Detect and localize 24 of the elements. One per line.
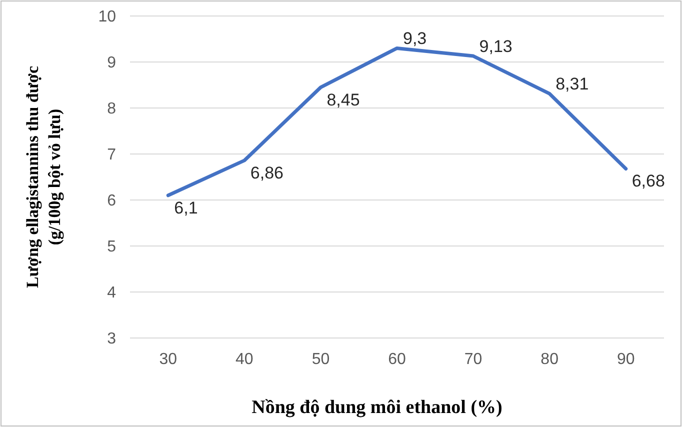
y-tick-label: 9 — [107, 54, 116, 72]
y-tick-label: 10 — [98, 8, 116, 26]
data-label: 6,1 — [174, 198, 198, 218]
y-tick-label: 3 — [107, 330, 116, 348]
y-tick-label: 6 — [107, 192, 116, 210]
x-tick-label: 90 — [616, 351, 635, 368]
data-label: 9,13 — [479, 37, 512, 56]
data-label: 9,3 — [403, 29, 427, 48]
y-tick-label: 8 — [107, 100, 116, 118]
x-axis-title: Nồng độ dung môi ethanol (%) — [252, 397, 502, 418]
y-axis-title: Lượng ellagistannins thu được (g/100g bột vỏ lựu) — [23, 66, 64, 288]
x-tick-label: 60 — [388, 351, 406, 368]
data-label: 6,86 — [250, 163, 284, 182]
x-tick-label: 70 — [464, 351, 482, 368]
x-tick-label: 40 — [236, 351, 254, 368]
data-label: 8,45 — [326, 90, 360, 110]
data-label: 8,31 — [556, 74, 589, 94]
x-tick-label: 80 — [540, 351, 559, 368]
x-tick-label: 50 — [312, 351, 330, 368]
y-tick-label: 5 — [107, 238, 116, 256]
data-label: 6,68 — [632, 172, 665, 191]
y-tick-label: 4 — [107, 284, 116, 302]
x-tick-label: 30 — [159, 351, 178, 368]
y-tick-label: 7 — [107, 146, 116, 164]
